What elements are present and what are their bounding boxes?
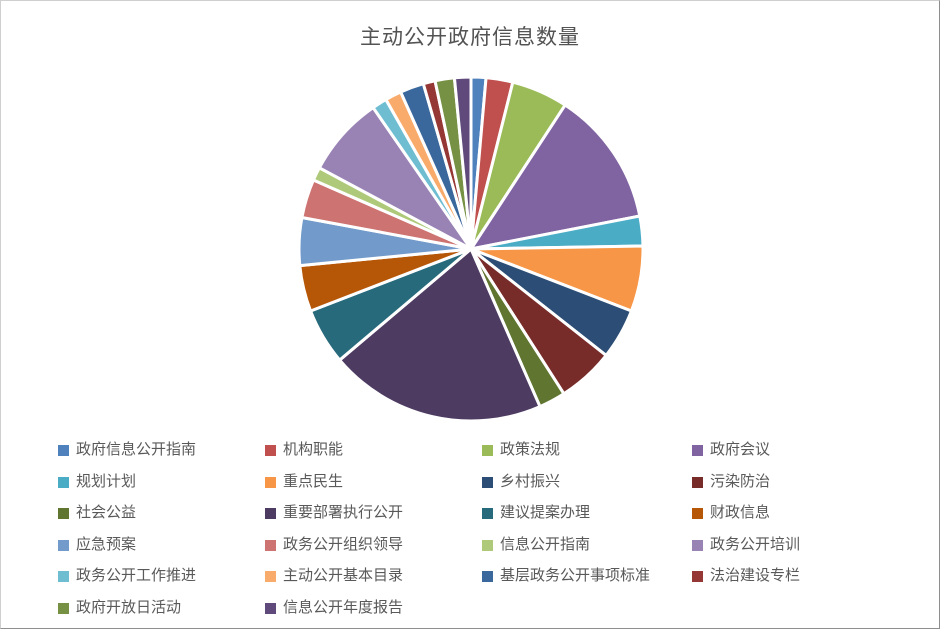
pie-slice	[469, 103, 642, 251]
pie-slice	[338, 247, 542, 423]
pie-slice	[452, 75, 473, 251]
chart-title: 主动公开政府信息数量	[360, 25, 580, 49]
